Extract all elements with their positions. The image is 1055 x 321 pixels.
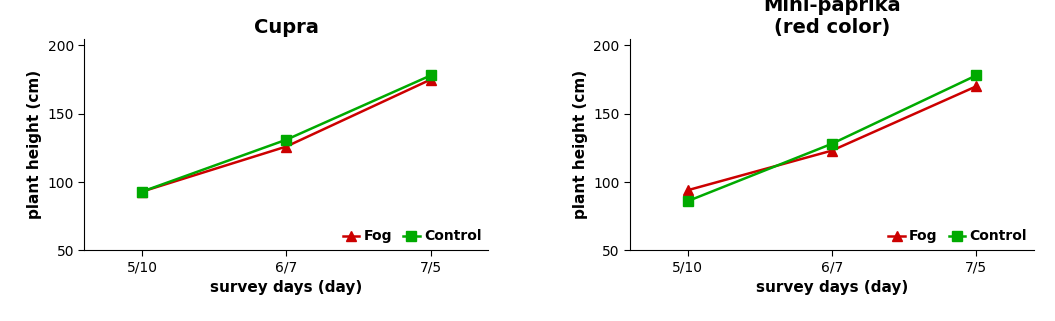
Title: Mini-paprika
(red color): Mini-paprika (red color) [763,0,901,37]
Title: Cupra: Cupra [254,18,319,37]
X-axis label: survey days (day): survey days (day) [755,280,908,295]
Y-axis label: plant height (cm): plant height (cm) [27,70,42,219]
Y-axis label: plant height (cm): plant height (cm) [573,70,588,219]
X-axis label: survey days (day): survey days (day) [210,280,363,295]
Legend: Fog, Control: Fog, Control [343,230,481,243]
Legend: Fog, Control: Fog, Control [888,230,1027,243]
